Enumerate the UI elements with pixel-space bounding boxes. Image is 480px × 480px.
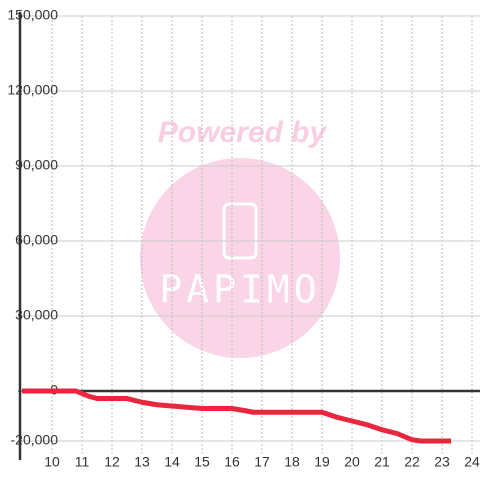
x-tick-label: 12 — [104, 454, 120, 470]
x-tick-label: 21 — [374, 454, 390, 470]
x-tick-label: 24 — [464, 454, 480, 470]
x-tick-label: 13 — [134, 454, 150, 470]
x-tick-label: 16 — [224, 454, 240, 470]
x-tick-label: 18 — [284, 454, 300, 470]
y-tick-label: 90,000 — [15, 157, 58, 173]
x-tick-label: 10 — [44, 454, 60, 470]
line — [22, 388, 451, 444]
x-tick-label: 14 — [164, 454, 180, 470]
x-tick-label: 22 — [404, 454, 420, 470]
x-tick-label: 23 — [434, 454, 450, 470]
y-tick-label: 60,000 — [15, 232, 58, 248]
x-tick-label: 11 — [75, 454, 90, 470]
y-tick-label: -20,000 — [11, 432, 59, 448]
x-tick-label: 19 — [314, 454, 330, 470]
y-tick-label: 120,000 — [7, 82, 58, 98]
watermark-logo: PAPIMO — [159, 268, 320, 312]
watermark-phone — [222, 202, 258, 260]
x-tick-label: 17 — [254, 454, 270, 470]
y-tick-label: 150,000 — [7, 7, 58, 23]
x-tick-label: 15 — [194, 454, 210, 470]
watermark-text: Powered by — [158, 116, 328, 149]
x-tick-label: 20 — [344, 454, 360, 470]
y-tick-label: 30,000 — [15, 307, 58, 323]
